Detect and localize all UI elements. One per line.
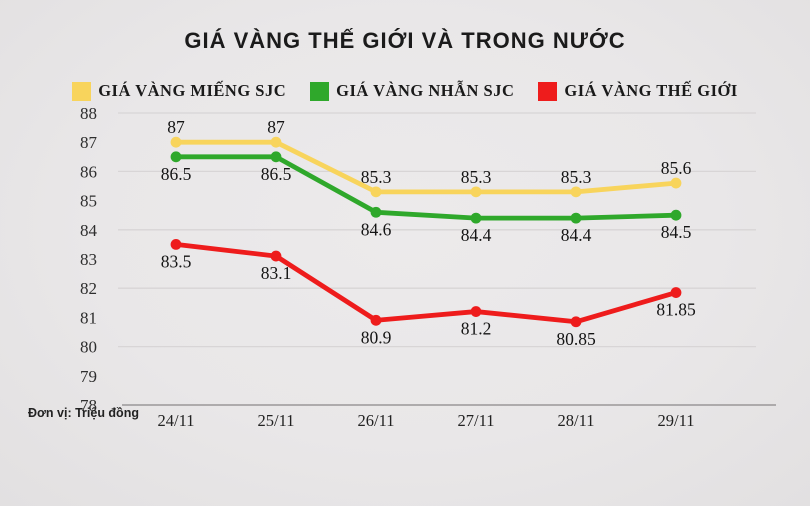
y-tick-label: 81	[80, 308, 97, 327]
legend-item-0: GIÁ VÀNG MIẾNG SJC	[72, 81, 286, 101]
legend-item-2: GIÁ VÀNG THẾ GIỚI	[538, 81, 737, 101]
x-tick-label: 26/11	[358, 411, 395, 430]
data-point	[470, 186, 482, 198]
data-point	[370, 186, 382, 198]
data-label: 86.5	[261, 164, 292, 184]
chart-title: GIÁ VÀNG THẾ GIỚI VÀ TRONG NƯỚC	[184, 28, 626, 53]
x-tick-label: 28/11	[558, 411, 595, 430]
data-label: 85.3	[461, 167, 492, 187]
chart-legend: GIÁ VÀNG MIẾNG SJC GIÁ VÀNG NHẪN SJC GIÁ V…	[0, 81, 810, 101]
data-label: 83.1	[261, 263, 292, 283]
data-point	[670, 177, 682, 189]
x-tick-label: 27/11	[458, 411, 495, 430]
y-tick-label: 83	[80, 250, 97, 269]
y-tick-label: 80	[80, 338, 97, 357]
y-tick-label: 87	[80, 133, 98, 152]
data-point	[370, 206, 382, 218]
data-point	[370, 314, 382, 326]
legend-label: GIÁ VÀNG THẾ GIỚI	[564, 81, 738, 100]
legend-swatch-icon	[72, 81, 92, 101]
data-label: 80.85	[556, 329, 596, 349]
series-line-0	[173, 139, 679, 195]
x-tick-label: 25/11	[258, 411, 295, 430]
data-point	[570, 186, 582, 198]
data-label: 84.6	[361, 219, 392, 239]
data-point	[670, 209, 682, 221]
data-point	[670, 287, 682, 298]
data-point	[170, 239, 182, 250]
data-point	[570, 316, 582, 328]
data-label: 87	[267, 117, 285, 137]
data-label: 80.9	[361, 327, 392, 347]
legend-swatch-icon	[538, 81, 558, 101]
y-tick-label: 85	[80, 192, 97, 211]
data-label: 85.3	[561, 167, 592, 187]
legend-label: GIÁ VÀNG NHẪN SJC	[336, 81, 515, 100]
legend-swatch-icon	[310, 81, 330, 101]
data-point	[470, 306, 482, 317]
data-point	[270, 250, 282, 262]
data-label: 84.4	[561, 225, 592, 245]
data-label: 83.5	[161, 251, 192, 271]
legend-item-1: GIÁ VÀNG NHẪN SJC	[310, 81, 514, 101]
data-label: 85.6	[661, 158, 692, 178]
x-tick-label: 24/11	[158, 411, 195, 430]
data-label: 87	[167, 117, 185, 137]
data-label: 86.5	[161, 164, 192, 184]
data-point	[570, 212, 582, 224]
data-label: 84.4	[461, 225, 492, 245]
data-point	[170, 151, 182, 163]
data-point	[170, 136, 182, 148]
x-tick-label: 29/11	[658, 411, 695, 430]
data-point	[270, 151, 282, 163]
y-tick-label: 84	[80, 221, 98, 240]
y-tick-label: 88	[80, 104, 97, 123]
series-line-1	[173, 154, 679, 221]
data-label: 84.5	[661, 222, 692, 242]
data-label: 81.85	[656, 300, 696, 320]
data-point	[270, 136, 282, 148]
series-line-2	[173, 241, 679, 325]
y-tick-label: 86	[80, 162, 97, 181]
data-label: 81.2	[461, 319, 492, 339]
data-label: 85.3	[361, 167, 392, 187]
legend-label: GIÁ VÀNG MIẾNG SJC	[98, 81, 287, 100]
y-tick-label: 78	[80, 396, 97, 415]
y-tick-label: 79	[80, 367, 97, 386]
y-tick-label: 82	[80, 279, 97, 298]
data-point	[470, 212, 482, 224]
unit-label: Đơn vị: Triệu đồng	[28, 406, 139, 420]
